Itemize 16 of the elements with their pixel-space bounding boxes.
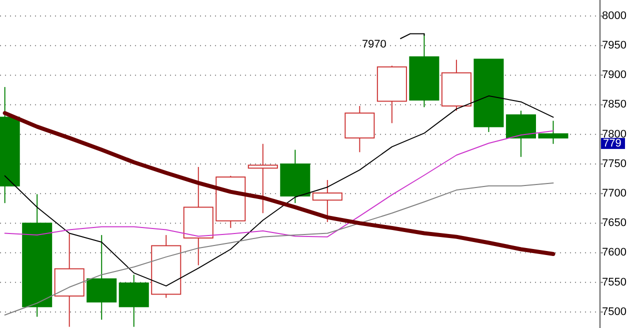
- y-tick-label: 7700: [602, 188, 626, 200]
- y-tick-label: 7750: [602, 158, 626, 170]
- line-series: [4, 95, 554, 286]
- annotation: 7970: [362, 38, 386, 51]
- y-tick-label: 7900: [602, 69, 626, 82]
- text: 779: [603, 137, 622, 150]
- y-tick-label: 7500: [602, 306, 626, 318]
- y-tick-label: 7550: [602, 276, 626, 288]
- line-series: [2, 111, 556, 256]
- y-tick-label: 7650: [602, 217, 626, 230]
- y-tick-label: 7950: [602, 39, 626, 52]
- y-tick-label: 8000: [602, 10, 626, 22]
- y-tick-label: 7600: [602, 246, 626, 259]
- line-series: [4, 130, 554, 238]
- candlestick: [248, 143, 278, 214]
- y-tick-label: 7850: [602, 98, 626, 111]
